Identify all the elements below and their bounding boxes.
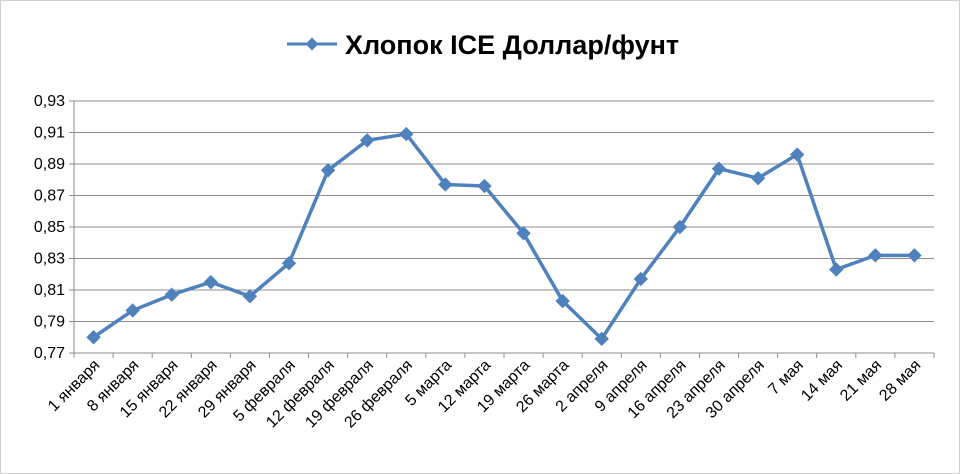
data-point-marker [242, 289, 258, 304]
data-point-marker [711, 161, 727, 176]
legend: Хлопок ICE Доллар/фунт [287, 30, 679, 60]
y-tick-label: 0,77 [34, 345, 65, 362]
data-point-marker [438, 177, 453, 192]
y-tick-label: 0,79 [34, 314, 65, 331]
data-point-marker [86, 330, 101, 345]
data-point-marker [125, 303, 140, 318]
data-point-marker [594, 331, 609, 347]
data-point-marker [203, 274, 219, 290]
y-tick-label: 0,89 [34, 156, 65, 173]
data-point-marker [164, 287, 179, 302]
axes [73, 101, 935, 358]
data-point-marker [516, 226, 531, 241]
y-tick-labels: 0,77 0,79 0,81 0,83 0,85 0,87 0,89 0,91 0,93 [34, 93, 65, 362]
data-point-marker [907, 248, 922, 263]
x-tick-label: 28 мая [876, 357, 924, 405]
data-point-marker [789, 147, 805, 162]
data-point-marker [672, 219, 688, 235]
series-line [92, 132, 915, 341]
data-point-marker [359, 133, 375, 148]
y-tick-label: 0,93 [34, 93, 65, 110]
data-point-marker [750, 170, 766, 186]
x-tick-label: 21 мая [837, 357, 885, 405]
data-point-marker [281, 256, 297, 271]
x-tick-label: 14 мая [798, 357, 846, 405]
series-plot [86, 126, 922, 347]
chart-title: Хлопок ICE Доллар/фунт [345, 30, 679, 60]
y-tick-label: 0,91 [34, 125, 65, 142]
y-tick-label: 0,85 [34, 219, 65, 236]
data-point-marker [320, 163, 336, 178]
data-point-marker [829, 262, 844, 277]
data-point-marker [477, 178, 492, 194]
y-tick-label: 0,87 [34, 188, 65, 205]
data-point-marker [555, 293, 570, 309]
y-tick-label: 0,83 [34, 251, 65, 268]
gridlines [69, 100, 934, 354]
data-point-marker [868, 248, 883, 263]
data-point-marker [633, 271, 649, 287]
legend-diamond-marker [305, 37, 319, 51]
data-point-marker [399, 126, 414, 142]
y-tick-label: 0,81 [34, 282, 65, 299]
